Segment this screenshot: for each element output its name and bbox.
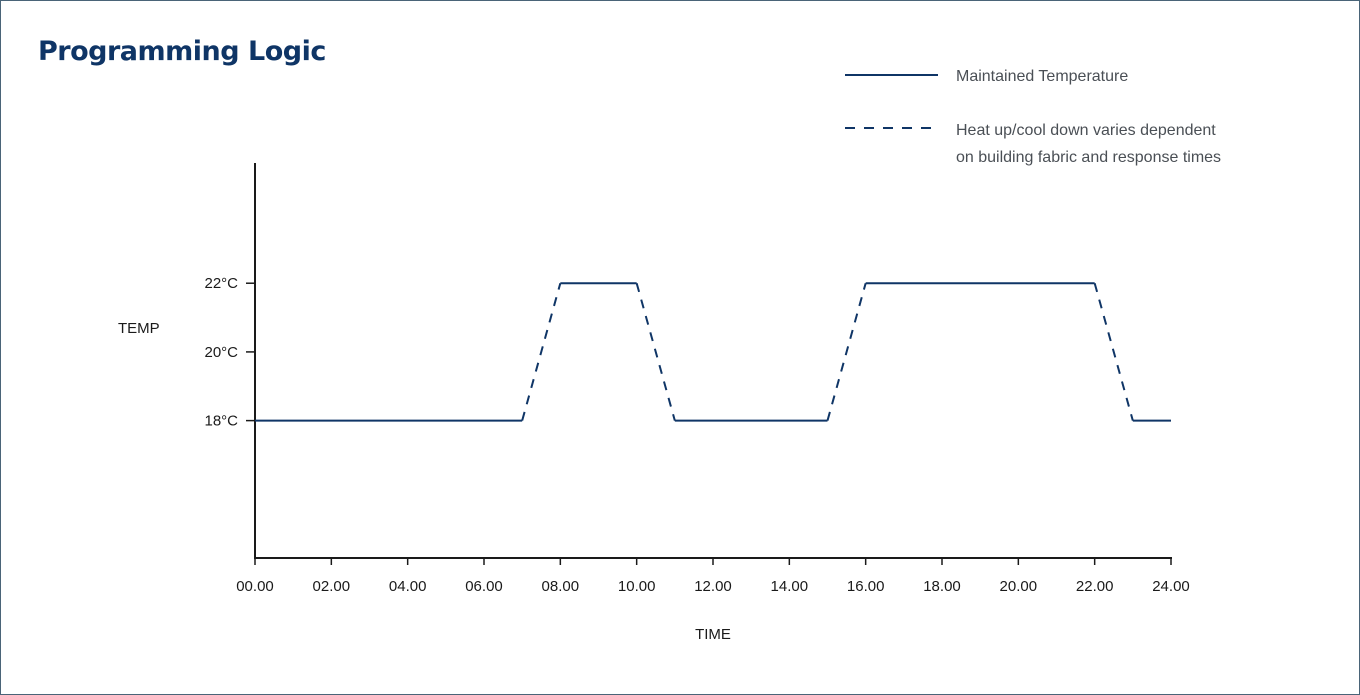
x-axis-ticks: 00.00 02.00 04.00 06.00 08.00 10.00 12.00 14.00… [236, 558, 1190, 595]
series-temperature [255, 282, 1171, 422]
transition-segment [521, 282, 562, 421]
y-axis-title: TEMP [118, 320, 160, 337]
x-tick-label: 08.00 [542, 578, 580, 595]
x-tick-label: 10.00 [618, 578, 656, 595]
x-tick-label: 22.00 [1076, 578, 1114, 595]
chart-title: Programming Logic [38, 36, 326, 67]
y-tick-label: 18°C [204, 413, 238, 430]
legend-dashed-label-line-2: on building fabric and response times [956, 149, 1221, 166]
legend: Maintained Temperature Heat up/cool down… [845, 68, 1221, 166]
x-tick-label: 18.00 [923, 578, 961, 595]
x-tick-label: 00.00 [236, 578, 274, 595]
transition-segment [635, 282, 676, 421]
x-tick-label: 24.00 [1152, 578, 1190, 595]
y-tick-label: 22°C [204, 275, 238, 292]
x-tick-label: 14.00 [771, 578, 809, 595]
legend-dashed-label-line-1: Heat up/cool down varies dependent [956, 122, 1216, 139]
transition-segment [826, 282, 867, 421]
y-axis-ticks: 18°C 20°C 22°C [204, 275, 255, 430]
x-tick-label: 04.00 [389, 578, 427, 595]
x-tick-label: 06.00 [465, 578, 503, 595]
transition-segment [1093, 282, 1134, 421]
x-tick-label: 20.00 [1000, 578, 1038, 595]
legend-solid-label: Maintained Temperature [956, 68, 1128, 85]
y-tick-label: 20°C [204, 344, 238, 361]
x-tick-label: 02.00 [313, 578, 351, 595]
x-axis-title: TIME [695, 626, 731, 643]
x-tick-label: 16.00 [847, 578, 885, 595]
x-tick-label: 12.00 [694, 578, 732, 595]
